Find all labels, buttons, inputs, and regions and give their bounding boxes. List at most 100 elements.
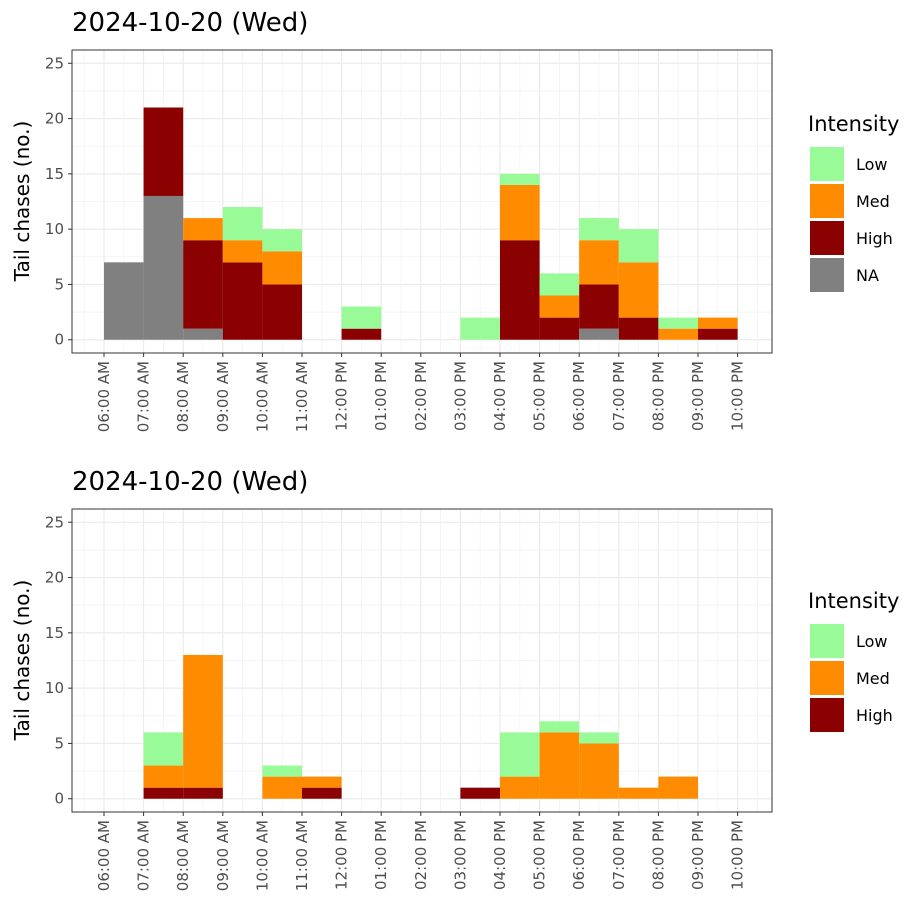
chart-1-y-ticks: 0 5 10 15 20 25 (45, 54, 72, 349)
bar-segment-med (262, 251, 302, 285)
bar-segment-low (262, 765, 302, 777)
legend-label-low: Low (856, 155, 888, 174)
x-tick-label: 01:00 PM (372, 820, 390, 890)
legend-label-low: Low (856, 632, 888, 651)
x-tick-label: 09:00 AM (214, 361, 232, 432)
x-tick-label: 05:00 PM (531, 820, 549, 890)
legend-label-high: High (856, 706, 893, 725)
x-tick-label: 02:00 PM (412, 361, 430, 431)
x-tick-label: 09:00 PM (689, 361, 707, 431)
legend-label-med: Med (856, 669, 890, 688)
x-tick-label: 12:00 PM (333, 820, 351, 890)
x-tick-label: 02:00 PM (412, 820, 430, 890)
chart-panel-2: 2024-10-20 (Wed) Tail chases (no.) 0 5 10 1… (10, 467, 899, 891)
y-tick-label: 20 (45, 110, 64, 128)
bar-segment-med (658, 776, 698, 799)
legend-swatch-med (810, 661, 844, 695)
bar-segment-low (579, 732, 619, 744)
legend-label-med: Med (856, 192, 890, 211)
y-tick-label: 20 (45, 569, 64, 587)
chart-1-y-axis-label: Tail chases (no.) (10, 121, 34, 283)
x-tick-label: 12:00 PM (333, 361, 351, 431)
bar-segment-na (183, 328, 223, 340)
x-tick-label: 07:00 PM (610, 820, 628, 890)
legend-label-high: High (856, 229, 893, 248)
x-tick-label: 04:00 PM (491, 820, 509, 890)
y-tick-label: 15 (45, 165, 64, 183)
chart-1-legend: Intensity Low Med High NA (808, 112, 899, 292)
chart-2-legend: Intensity Low Med High (808, 589, 899, 732)
bar-segment-med (618, 787, 659, 799)
y-tick-label: 5 (54, 734, 64, 752)
bar-segment-med (618, 262, 659, 318)
bar-segment-low (500, 732, 540, 777)
bar-segment-low (341, 306, 382, 329)
chart-2-legend-title: Intensity (808, 589, 899, 613)
bar-segment-low (500, 173, 540, 185)
bar-segment-high (500, 240, 540, 340)
y-tick-label: 0 (54, 331, 64, 349)
chart-2-y-ticks: 0 5 10 15 20 25 (45, 513, 72, 808)
x-tick-label: 11:00 AM (293, 820, 311, 891)
bar-segment-low (143, 732, 184, 766)
x-tick-label: 10:00 AM (253, 820, 271, 891)
legend-swatch-high (810, 698, 844, 732)
bar-segment-low (618, 229, 659, 263)
bar-segment-high (302, 787, 342, 799)
bar-segment-med (500, 776, 540, 799)
bar-segment-med (222, 240, 263, 263)
chart-2-panel-border (71, 508, 773, 813)
bar-segment-high (460, 787, 500, 799)
legend-label-na: NA (856, 266, 879, 285)
chart-2-title: 2024-10-20 (Wed) (72, 467, 308, 497)
bar-segment-low (262, 229, 302, 252)
chart-2-bars (143, 654, 698, 799)
bar-segment-med (183, 218, 223, 241)
bar-segment-low (539, 273, 580, 296)
bar-segment-med (143, 765, 184, 788)
chart-2-y-axis-label: Tail chases (no.) (10, 580, 34, 742)
y-tick-label: 0 (54, 790, 64, 808)
chart-1-bars (104, 107, 738, 340)
bar-segment-med (579, 240, 619, 285)
bar-segment-med (658, 328, 698, 340)
legend-swatch-low (810, 147, 844, 181)
bar-segment-low (460, 317, 500, 340)
bar-segment-med (262, 776, 302, 799)
bar-segment-high (698, 328, 738, 340)
y-tick-label: 5 (54, 275, 64, 293)
x-tick-label: 06:00 PM (570, 361, 588, 431)
bar-segment-med (183, 654, 223, 788)
x-tick-label: 04:00 PM (491, 361, 509, 431)
x-tick-label: 09:00 PM (689, 820, 707, 890)
legend-swatch-med (810, 184, 844, 218)
bar-segment-med (539, 732, 580, 799)
legend-swatch-low (810, 624, 844, 658)
y-tick-label: 25 (45, 513, 64, 531)
legend-swatch-na (810, 258, 844, 292)
bar-segment-high (183, 787, 223, 799)
bar-segment-low (658, 317, 698, 329)
bar-segment-na (143, 195, 184, 340)
y-tick-label: 25 (45, 54, 64, 72)
legend-swatch-high (810, 221, 844, 255)
chart-1-legend-title: Intensity (808, 112, 899, 136)
bar-segment-high (143, 107, 184, 196)
chart-2-x-ticks: 06:00 AM 07:00 AM 08:00 AM 09:00 AM 10:00 AM… (95, 812, 747, 891)
x-tick-label: 10:00 AM (253, 361, 271, 432)
bar-segment-na (104, 262, 144, 340)
chart-1-title: 2024-10-20 (Wed) (72, 8, 308, 38)
x-tick-label: 07:00 AM (135, 820, 153, 891)
bar-segment-low (539, 721, 580, 733)
chart-1-x-ticks: 06:00 AM 07:00 AM 08:00 AM 09:00 AM 10:00 AM… (95, 353, 747, 432)
bar-segment-high (579, 284, 619, 329)
bar-segment-high (262, 284, 302, 340)
bar-segment-na (579, 328, 619, 340)
x-tick-label: 09:00 AM (214, 820, 232, 891)
bar-segment-low (222, 207, 263, 241)
x-tick-label: 01:00 PM (372, 361, 390, 431)
bar-segment-med (539, 295, 580, 318)
x-tick-label: 08:00 PM (649, 820, 667, 890)
x-tick-label: 07:00 PM (610, 361, 628, 431)
bar-segment-high (222, 262, 263, 340)
